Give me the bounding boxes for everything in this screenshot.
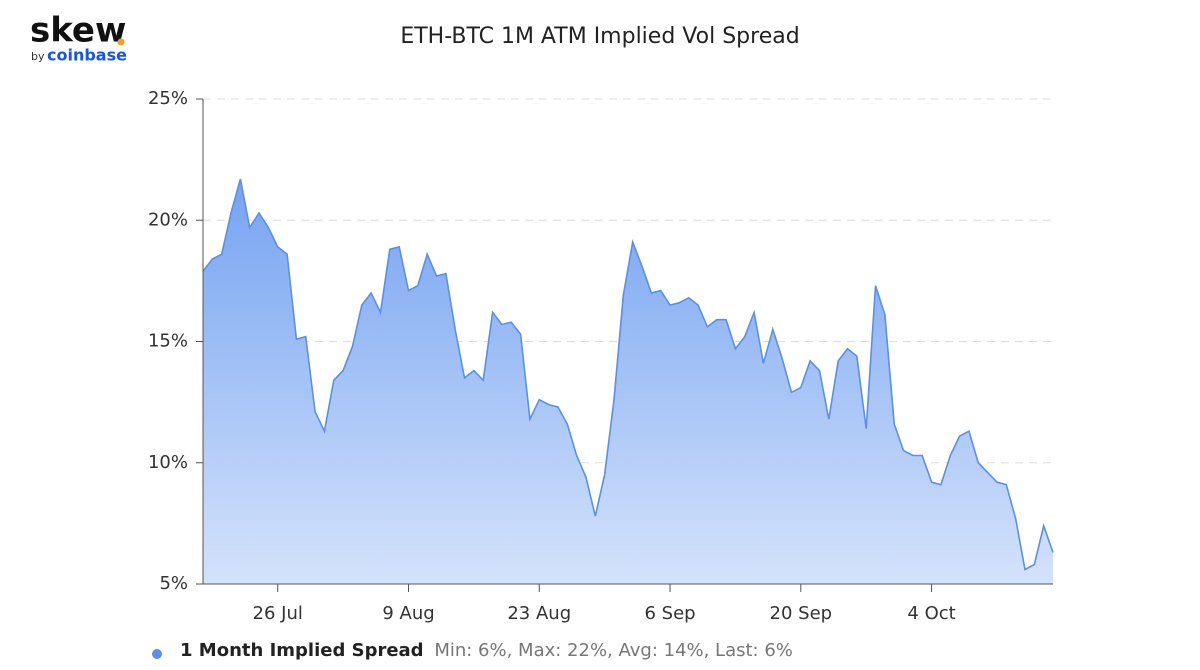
y-tick-label: 5% [159, 573, 188, 594]
legend-series-name: 1 Month Implied Spread [180, 640, 424, 661]
y-tick-label: 25% [148, 88, 188, 109]
legend-marker [152, 649, 162, 659]
x-tick-label: 9 Aug [382, 603, 434, 624]
logo-name: skew [30, 11, 126, 51]
logo-dot [117, 38, 125, 46]
legend-stats: Min: 6%, Max: 22%, Avg: 14%, Last: 6% [434, 640, 793, 661]
logo-brand: coinbase [47, 46, 127, 65]
logo-by: by [31, 50, 45, 63]
x-tick-label: 6 Sep [644, 603, 695, 624]
x-tick-label: 4 Oct [907, 603, 955, 624]
y-tick-label: 15% [148, 331, 188, 352]
y-tick-label: 20% [148, 209, 188, 230]
area [203, 179, 1053, 584]
x-tick-label: 26 Jul [253, 603, 303, 624]
legend: 1 Month Implied Spread Min: 6%, Max: 22%… [180, 640, 793, 661]
line [202, 178, 1054, 571]
x-tick-label: 23 Aug [507, 603, 571, 624]
plot: 5% 10% 15% 20% 25% 26 Jul 9 Aug 23 Aug 6 Sep 20 S… [148, 88, 1054, 624]
x-tick-label: 20 Sep [770, 603, 833, 624]
y-tick-label: 10% [148, 452, 188, 473]
chart-title: ETH-BTC 1M ATM Implied Vol Spread [400, 24, 799, 49]
